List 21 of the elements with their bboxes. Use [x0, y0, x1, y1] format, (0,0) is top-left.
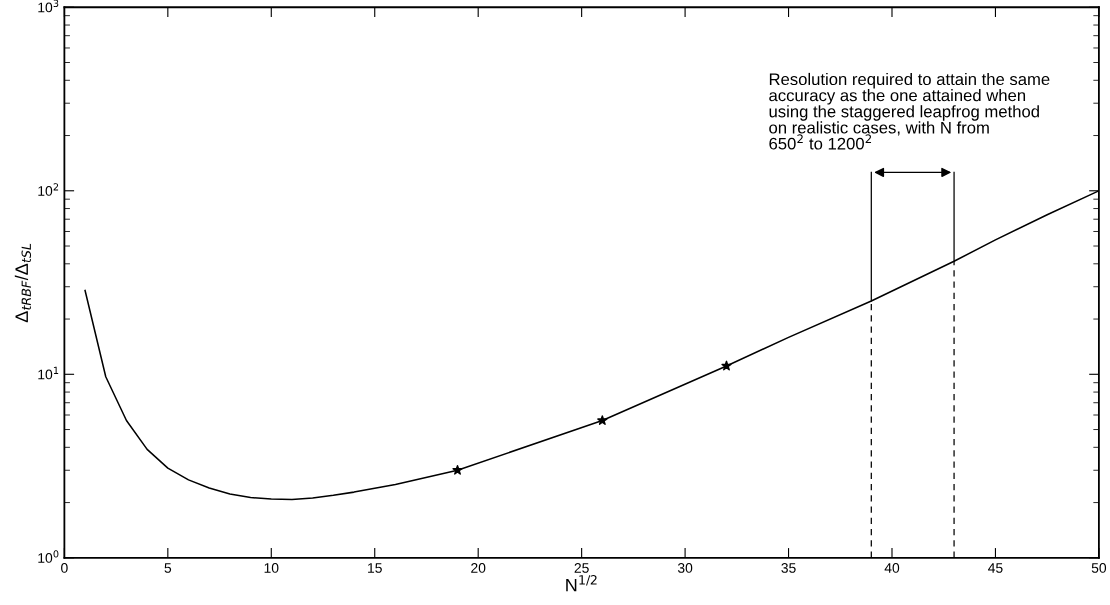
y-tick-label: 10$^{0}$ — [38, 550, 59, 563]
y-tick-label: 10$^{3}$ — [38, 0, 59, 13]
y-axis-title: Δ$_{tRBF}$/Δ$_{tSL}$ — [14, 243, 32, 323]
x-tick-label: 10 — [264, 563, 279, 573]
x-tick-label: 15 — [368, 563, 382, 573]
x-tick-label: 5 — [164, 563, 172, 573]
y-tick-label: 10$^{2}$ — [38, 183, 59, 196]
point — [721, 360, 732, 371]
x-tick-label: 0 — [61, 563, 68, 573]
x-tick-label: 30 — [677, 563, 693, 573]
x-tick-label: 45 — [988, 563, 1003, 573]
x-tick-label: 40 — [884, 563, 900, 573]
x-tick-label: 20 — [471, 563, 486, 573]
y-tick-label: 10$^{1}$ — [38, 366, 59, 380]
x-axis-title: N$^{1/2}$ — [566, 575, 597, 592]
annotation: Resolution required to attain the same accuracy as the one attained when using the staggered leapfrog method on realistic cases, with N from 650$^{2}$ to 1200$^{2}$ — [769, 72, 1050, 150]
point — [452, 464, 463, 475]
x-tick-label: 50 — [1091, 563, 1107, 573]
point — [597, 415, 608, 425]
x-tick-label: 35 — [781, 563, 796, 573]
x-tick-label: 25 — [574, 563, 589, 573]
